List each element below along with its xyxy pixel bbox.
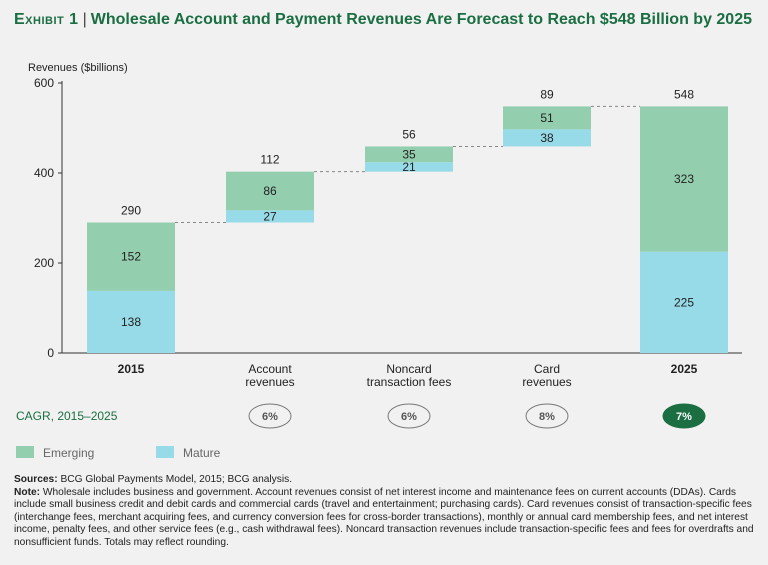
bar-emerging-label: 323 [674,172,694,186]
cagr-value: 8% [539,411,555,423]
x-tick-label: Card [534,362,560,376]
note-text: Wholesale includes business and governme… [14,486,754,548]
bar-mature [365,162,453,172]
bar-mature-label: 38 [540,131,554,145]
bar-emerging [365,146,453,163]
legend-label-mature: Mature [183,446,221,460]
bar-total-label: 548 [674,87,694,101]
y-tick-label: 600 [34,76,54,90]
note-label: Note: [14,486,41,498]
x-tick-label: revenues [522,375,571,389]
bar-mature-label: 225 [674,295,694,309]
bar-total-label: 89 [540,87,554,101]
cagr-value: 7% [676,411,692,423]
bar-emerging-label: 51 [540,111,554,125]
bar-mature [640,251,728,353]
bar-emerging [87,222,175,291]
x-tick-label: Noncard [386,362,431,376]
bar-emerging [640,106,728,252]
bar-mature-label: 21 [402,160,416,174]
x-tick-label: transaction fees [367,375,452,389]
y-axis-label: Revenues ($billions) [28,62,128,74]
sources-label: Sources: [14,474,58,485]
cagr-badge [248,403,292,429]
x-tick-label: 2015 [118,362,145,376]
y-tick-label: 200 [34,256,54,270]
bar-mature [87,290,175,353]
bar-emerging-label: 35 [402,147,416,161]
exhibit-label: Exhibit 1 [14,11,79,28]
note-line: Note: Wholesale includes business and go… [14,487,754,550]
bar-mature-label: 138 [121,315,141,329]
cagr-badge [662,403,706,429]
bar-mature [226,210,314,223]
cagr-value: 6% [262,411,278,423]
x-tick-label: Account [248,362,292,376]
bar-emerging [503,106,591,130]
cagr-badge [525,403,569,429]
bar-mature [503,129,591,147]
y-tick-label: 400 [34,166,54,180]
cagr-label: CAGR, 2015–2025 [16,409,118,423]
bar-emerging-label: 152 [121,250,141,264]
bar-mature-label: 27 [263,209,277,223]
sources-line: Sources: BCG Global Payments Model, 2015… [14,474,754,487]
bar-emerging [226,171,314,211]
sources-text: BCG Global Payments Model, 2015; BCG ana… [60,474,293,485]
x-tick-label: revenues [245,375,294,389]
legend-swatch-mature [156,446,174,458]
y-tick-label: 0 [47,346,54,360]
bar-total-label: 56 [402,127,416,141]
bar-emerging-label: 86 [263,184,277,198]
chart-title: Exhibit 1 | Wholesale Account and Payment … [14,9,754,30]
cagr-value: 6% [401,411,417,423]
bar-total-label: 112 [260,153,279,167]
bar-total-label: 290 [121,204,141,218]
cagr-badge [387,403,431,429]
legend-label-emerging: Emerging [43,446,94,460]
x-tick-label: 2025 [671,362,698,376]
footnotes: Sources: BCG Global Payments Model, 2015… [14,474,754,550]
title-text: Wholesale Account and Payment Revenues A… [90,11,752,28]
waterfall-chart: Revenues ($billions) 0 200 400 600 138 152 290 2… [16,62,742,460]
title-separator: | [82,11,87,28]
legend-swatch-emerging [16,446,34,458]
